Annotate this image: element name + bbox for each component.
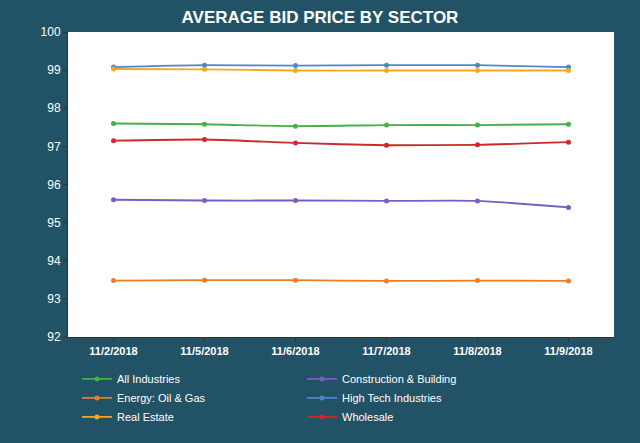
svg-text:All Industries: All Industries <box>117 373 180 385</box>
svg-text:92: 92 <box>47 330 61 344</box>
svg-text:Wholesale: Wholesale <box>342 411 393 423</box>
svg-text:11/9/2018: 11/9/2018 <box>544 345 592 357</box>
svg-text:97: 97 <box>47 140 61 154</box>
svg-text:Energy: Oil & Gas: Energy: Oil & Gas <box>117 392 206 404</box>
svg-text:Real Estate: Real Estate <box>117 411 174 423</box>
svg-text:Construction & Building: Construction & Building <box>342 373 456 385</box>
svg-text:11/2/2018: 11/2/2018 <box>89 345 137 357</box>
svg-text:95: 95 <box>47 216 61 230</box>
svg-text:99: 99 <box>47 63 61 77</box>
svg-text:11/6/2018: 11/6/2018 <box>271 345 319 357</box>
svg-text:AVERAGE BID PRICE BY SECTOR: AVERAGE BID PRICE BY SECTOR <box>182 8 459 27</box>
svg-text:100: 100 <box>41 25 61 39</box>
svg-text:11/8/2018: 11/8/2018 <box>453 345 501 357</box>
svg-text:98: 98 <box>47 101 61 115</box>
svg-text:High Tech Industries: High Tech Industries <box>342 392 442 404</box>
svg-text:93: 93 <box>47 292 61 306</box>
svg-text:96: 96 <box>47 178 61 192</box>
svg-text:11/7/2018: 11/7/2018 <box>362 345 410 357</box>
svg-text:11/5/2018: 11/5/2018 <box>180 345 228 357</box>
svg-text:94: 94 <box>47 254 61 268</box>
